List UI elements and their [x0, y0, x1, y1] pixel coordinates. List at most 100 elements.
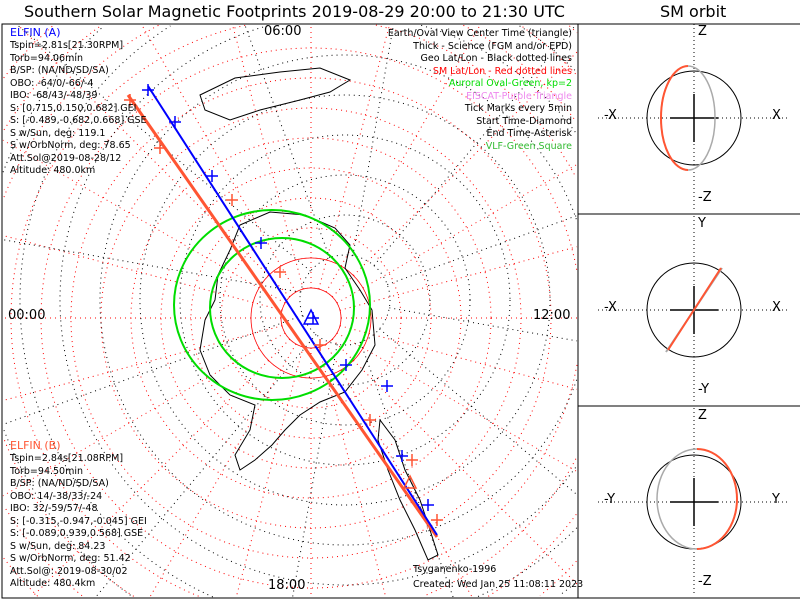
- elfin-a-info-line: B/SP: (NA/ND/SD/SA): [10, 65, 109, 76]
- sm-latitude-circle: [160, 167, 462, 469]
- elfin-b-info-line: Torb=94.50min: [10, 465, 84, 477]
- legend-item: Tick Marks every 5min: [464, 103, 572, 114]
- sm-latitude-circle: [522, 26, 577, 76]
- elfin-a-track: [147, 85, 438, 536]
- sm-longitude-line: [339, 246, 578, 311]
- geo-longitude-line: [387, 215, 578, 286]
- elfin-b-info-line: B/SP: (NA/ND/SD/SA): [10, 478, 109, 489]
- orbit-title: SM orbit: [660, 2, 727, 21]
- elfin-b-tick-mark: [226, 194, 238, 206]
- elfin-orbit: [667, 267, 722, 351]
- orbit-axis-label-bottom: -Z: [698, 190, 712, 205]
- earth-circle: [646, 70, 742, 166]
- elfin-b-info-line: S: [-0.315,-0.947,-0.045] GEI: [10, 515, 147, 527]
- elfin-a-tick-mark: [142, 84, 154, 96]
- map-label-top: 06:00: [264, 24, 302, 39]
- geo-latitude-circle: [19, 25, 214, 598]
- elfin-b-track: [126, 94, 439, 538]
- elfin-b-name: ELFIN (B): [10, 439, 61, 452]
- elfin-b-info-line: IBO: 32/-59/57/-48: [10, 503, 98, 514]
- sm-longitude-line: [318, 24, 390, 290]
- elfin-b-info-line: Altitude: 480.4km: [10, 578, 96, 589]
- geo-longitude-line: [389, 307, 578, 342]
- earth-circle: [646, 262, 742, 358]
- elfin-b-info-line: S w/Sun, deg: 84.23: [10, 540, 106, 552]
- geo-longitude-line: [244, 24, 331, 258]
- elfin-a-tick-mark: [255, 237, 267, 249]
- map-label-right: 12:00: [533, 308, 571, 323]
- sm-latitude-circle: [40, 47, 578, 589]
- elfin-a-tick-mark: [169, 116, 181, 128]
- geo-latitude-circle: [2, 427, 131, 596]
- elfin-a-tick-mark: [340, 359, 352, 371]
- sm-longitude-line: [31, 338, 291, 598]
- legend-item: Auroral Oval-Green, kp=2: [448, 78, 572, 89]
- geo-longitude-line: [95, 334, 317, 598]
- elfin-a-info-line: S w/OrbNorm, deg: 78.65: [10, 140, 131, 151]
- sm-longitude-line: [339, 325, 578, 390]
- geo-latitude-circle: [179, 134, 511, 466]
- sm-longitude-line: [2, 325, 283, 402]
- sm-longitude-line: [336, 163, 578, 304]
- elfin-b-info-line: OBO: 14/-38/33/-24: [10, 490, 103, 502]
- legend-item: Earth/Oval View Center Time (triangle): [387, 28, 572, 39]
- elfin-b-center-triangle: [402, 474, 418, 489]
- geo-longitude-line: [352, 24, 394, 256]
- created-label: Created: Wed Jan 25 11:08:11 2023: [413, 579, 584, 590]
- elfin-a-info-line: S: [0.715,0.150,0.682] GEI: [10, 102, 137, 114]
- elfin-a-tick-mark: [422, 499, 434, 511]
- orbit-axis-label-right: Y: [772, 492, 780, 507]
- sm-longitude-line: [336, 332, 578, 473]
- orbit-axis-label-right: X: [772, 108, 781, 123]
- elfin-b-tick-mark: [274, 266, 286, 278]
- figure-title: Southern Solar Magnetic Footprints 2019-…: [24, 2, 565, 21]
- elfin-a-info-line: Altitude: 480.0km: [10, 165, 96, 176]
- elfin-a-info-line: OBO: -64/0/-66/-4: [10, 77, 94, 89]
- geo-latitude-circle: [476, 527, 578, 598]
- geo-latitude-circle: [421, 24, 576, 133]
- elfin-orbit: [660, 65, 689, 171]
- orbit-axis-label-top: Y: [698, 216, 706, 231]
- elfin-a-tick-mark: [206, 170, 218, 182]
- elfin-b-tick-mark: [431, 514, 443, 526]
- elfin-orbit: [696, 448, 738, 550]
- geo-latitude-circle: [559, 583, 576, 596]
- elfin-a-info-line: Torb=94.06min: [10, 52, 84, 64]
- orbit-panel-1: [598, 24, 790, 212]
- elfin-a-info: ELFIN (A) Tspin=2.81s[21.30RPM] Torb=94.0…: [10, 26, 147, 178]
- elfin-b-tick-mark: [124, 94, 136, 106]
- elfin-a-info-line: Att.Sol@2019-08-28/12: [10, 152, 122, 164]
- orbit-axis-label-top: Z: [698, 408, 707, 423]
- legend-item: EISCAT-Purple Triangle: [466, 90, 572, 102]
- sm-longitude-line: [235, 346, 304, 598]
- elfin-a-info-line: Tspin=2.81s[21.30RPM]: [10, 40, 124, 51]
- elfin-a-name: ELFIN (A): [10, 26, 61, 39]
- map-frame: [1, 23, 579, 599]
- sm-latitude-circle: [10, 24, 247, 597]
- elfin-a-info-line: S: [-0.489,-0.682,0.668] GSE: [10, 115, 147, 126]
- orbit-axis-label-bottom: -Z: [698, 574, 712, 589]
- elfin-b-info-line: Att.Sol@: 2019-08-30/02: [10, 565, 128, 577]
- legend-item: Geo Lat/Lon - Black dotted lines: [420, 53, 572, 64]
- orbit-axis-label-left: -X: [604, 300, 617, 315]
- geo-latitude-circle: [219, 174, 471, 426]
- orbit-panel-2: [598, 216, 790, 404]
- legend-item: SM Lat/Lon - Red dotted lines: [432, 65, 572, 77]
- elfin-a-tick-mark: [381, 380, 393, 392]
- orbit-axis-label-left: -X: [604, 108, 617, 123]
- elfin-b-tick-mark: [364, 414, 376, 426]
- elfin-b-tick-mark: [406, 454, 418, 466]
- orbit-panel-3: [598, 408, 790, 596]
- elfin-b-info: ELFIN (B) Tspin=2.84s[21.08RPM] Torb=94.5…: [10, 439, 147, 591]
- legend-item: Thick - Science (FGM and/or EPD): [413, 40, 572, 52]
- sm-latitude-circle: [488, 513, 577, 597]
- map-label-left: 00:00: [8, 308, 46, 323]
- geo-longitude-line: [379, 328, 578, 496]
- geo-longitude-line: [2, 314, 303, 425]
- australia-coastline: [199, 67, 352, 121]
- legend-item: VLF-Green Square: [485, 140, 572, 152]
- sm-longitude-line: [325, 343, 473, 598]
- legend-item: End Time-Asterisk: [486, 128, 572, 139]
- sm-latitude-circle: [569, 25, 578, 34]
- orbit-axis-label-bottom: -Y: [698, 382, 710, 397]
